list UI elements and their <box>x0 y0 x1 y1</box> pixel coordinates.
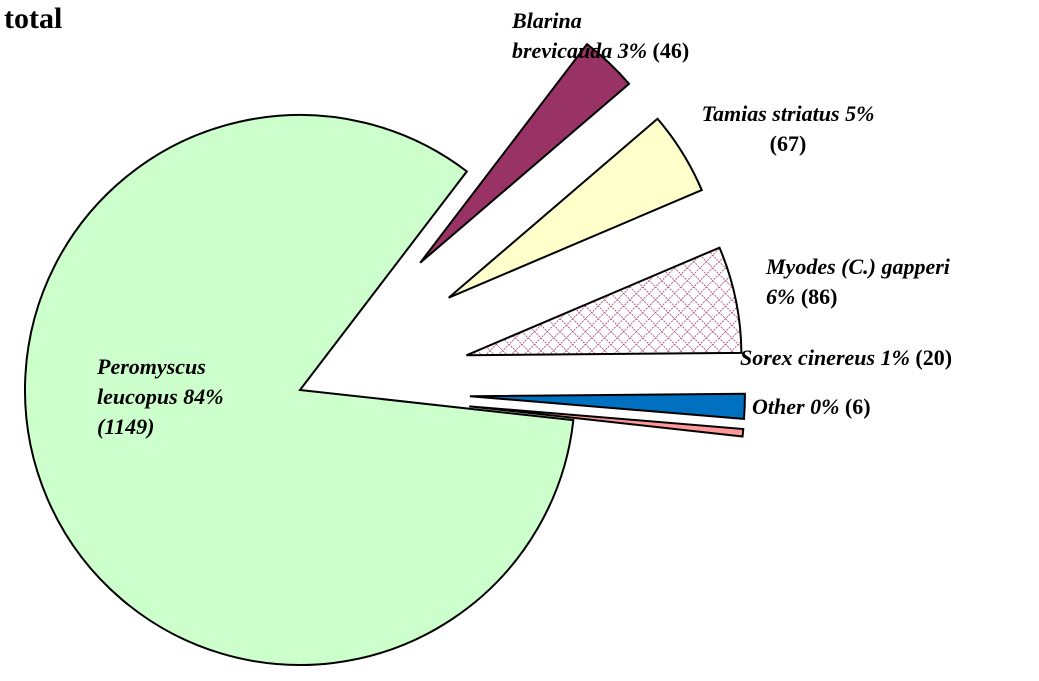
pie-slice <box>24 114 575 666</box>
percent-label: 3% <box>617 38 648 63</box>
percent-label: 1% <box>880 345 910 370</box>
data-label: Myodes (C.) gapperi 6% (86) <box>766 252 962 312</box>
category-label: Myodes (C.) gapperi <box>766 254 950 279</box>
percent-label: 5% <box>845 101 875 126</box>
category-label: Blarina brevicauda <box>512 8 613 63</box>
pie-slice <box>448 117 704 299</box>
percent-label: 84% <box>183 384 224 409</box>
category-label: Other <box>752 394 805 419</box>
value-label: (1149) <box>97 414 155 439</box>
pie-slice <box>469 392 746 420</box>
pie-slice <box>419 42 631 264</box>
pie-slice <box>466 246 743 357</box>
data-label: Blarina brevicauda 3% (46) <box>512 6 772 66</box>
percent-label: 6% <box>766 284 796 309</box>
data-label: Tamias striatus 5% (67) <box>688 99 888 159</box>
value-label: (86) <box>800 284 838 309</box>
data-label: Sorex cinereus 1% (20) <box>740 343 1039 373</box>
value-label: (46) <box>652 38 690 63</box>
value-label: (6) <box>844 394 871 419</box>
data-label: Peromyscus leucopus 84% (1149) <box>97 352 237 442</box>
pie-slice <box>469 405 745 438</box>
chart-title: total <box>4 2 63 35</box>
data-label: Other 0% (6) <box>752 392 952 422</box>
category-label: Tamias striatus <box>701 101 840 126</box>
percent-label: 0% <box>810 394 840 419</box>
category-label: Sorex cinereus <box>740 345 876 370</box>
value-label: (20) <box>915 345 953 370</box>
value-label: (67) <box>769 131 807 156</box>
category-label: Peromyscus leucopus <box>97 354 206 409</box>
